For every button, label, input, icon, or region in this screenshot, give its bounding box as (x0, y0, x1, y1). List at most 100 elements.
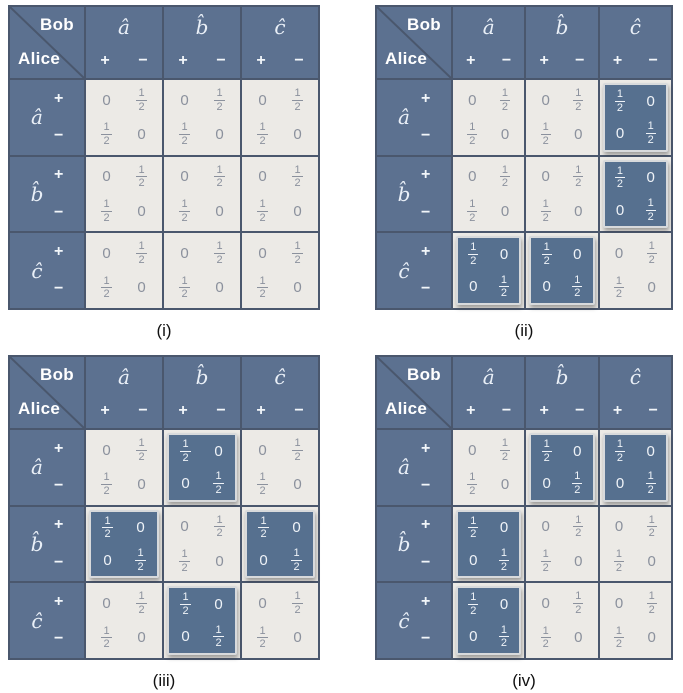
measurement-label: ĉ (274, 15, 286, 39)
row-header-0: â + − (377, 430, 451, 505)
plus-sign: + (178, 52, 188, 69)
value-zero: 0 (180, 91, 189, 109)
outcome-signs: + − (54, 80, 84, 155)
measurement-label: b̂ (555, 365, 569, 389)
plus-sign: + (256, 402, 266, 419)
minus-sign: − (575, 402, 585, 419)
measurement-label: ĉ (398, 258, 410, 283)
minus-sign: − (54, 553, 64, 571)
value-zero: 0 (647, 629, 656, 647)
value-zero: 0 (500, 125, 510, 143)
outcome-signs: + − (421, 157, 451, 232)
column-header-0: â + − (453, 7, 525, 78)
value-zero: 0 (573, 442, 582, 460)
measurement-label: ĉ (629, 365, 641, 389)
value-zero: 0 (541, 168, 550, 186)
row-header-1: b̂ + − (10, 156, 84, 232)
outcome-signs: + − (86, 403, 162, 419)
value-zero: 0 (469, 278, 478, 296)
minus-sign: − (575, 52, 585, 69)
plus-sign: + (256, 52, 266, 69)
value-zero: 0 (258, 244, 267, 262)
value-zero: 0 (499, 245, 509, 263)
outcome-signs: + − (526, 403, 597, 419)
value-zero: 0 (102, 441, 111, 459)
minus-sign: − (648, 52, 658, 69)
plus-sign: + (54, 89, 64, 107)
plus-sign: + (421, 592, 431, 610)
value-zero: 0 (468, 441, 477, 459)
figure-ii: Bob Alice â + − b̂ + − ĉ + − â + −0 1 2 1 2 0 0 1 2 1 2 0 1 2 0 0… (375, 5, 673, 341)
value-zero: 0 (499, 519, 509, 537)
value-zero: 0 (541, 518, 550, 536)
value-zero: 0 (102, 91, 111, 109)
row-header-2: ĉ + − (10, 583, 84, 658)
row-header-0: â + − (10, 430, 84, 505)
corner-header-cell: Bob Alice (10, 357, 84, 428)
value-zero: 0 (500, 202, 510, 220)
table-caption-iv: (iv) (512, 671, 536, 690)
measurement-label: â (118, 365, 130, 389)
value-zero: 0 (614, 518, 624, 536)
measurement-label: b̂ (30, 531, 44, 556)
measurement-label: b̂ (195, 15, 209, 39)
outcome-signs: + − (242, 53, 318, 69)
value-zero: 0 (137, 125, 146, 143)
value-zero: 0 (137, 629, 146, 647)
corner-header-cell: Bob Alice (377, 7, 451, 78)
column-header-1: b̂ + − (164, 357, 240, 428)
minus-sign: − (294, 52, 304, 69)
outcome-signs: + − (526, 53, 597, 69)
minus-sign: − (54, 280, 64, 298)
plus-sign: + (54, 592, 64, 610)
value-zero: 0 (293, 475, 302, 493)
column-header-0: â + − (86, 357, 162, 428)
value-zero: 0 (541, 594, 550, 612)
plus-sign: + (466, 52, 476, 69)
value-zero: 0 (214, 442, 223, 460)
value-zero: 0 (215, 202, 224, 220)
value-zero: 0 (293, 125, 302, 143)
plus-sign: + (421, 439, 431, 457)
value-zero: 0 (103, 551, 112, 569)
plus-sign: + (54, 166, 64, 184)
table-caption-i: (i) (156, 321, 172, 340)
minus-sign: − (421, 203, 431, 221)
column-header-1: b̂ + − (526, 7, 598, 78)
